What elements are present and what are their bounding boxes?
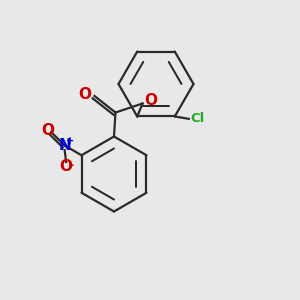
Text: +: + [66,136,74,146]
Text: O: O [144,93,157,108]
Text: O: O [60,159,73,174]
Text: O: O [42,123,55,138]
Text: -: - [69,159,74,172]
Text: Cl: Cl [191,112,205,125]
Text: O: O [78,87,91,102]
Text: N: N [58,138,71,153]
